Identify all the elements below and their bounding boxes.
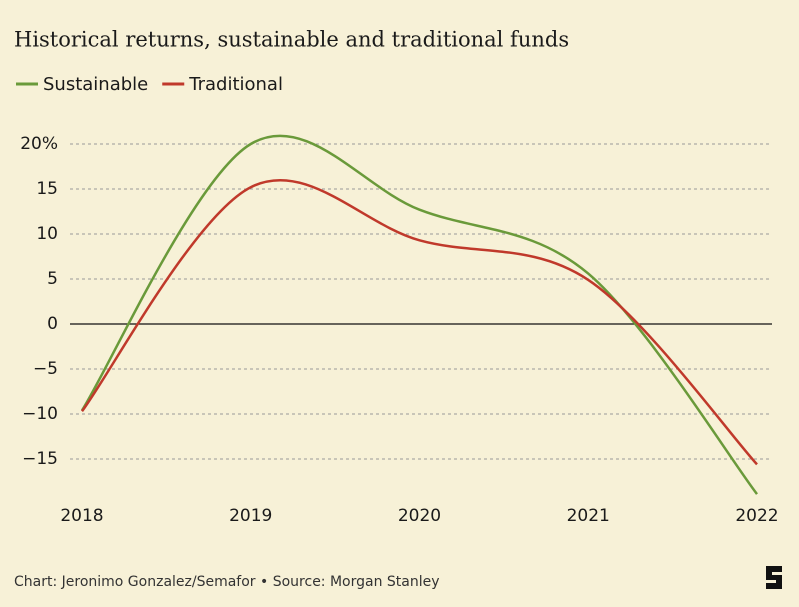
y-tick-label: −15: [22, 449, 58, 469]
x-tick-label: 2018: [60, 506, 103, 526]
chart-title: Historical returns, sustainable and trad…: [14, 28, 569, 52]
legend-label: Sustainable: [43, 74, 148, 95]
x-tick-label: 2021: [567, 506, 610, 526]
y-tick-label: 20%: [20, 134, 58, 154]
legend-label: Traditional: [188, 74, 283, 95]
x-tick-label: 2019: [229, 506, 272, 526]
y-tick-label: 15: [36, 179, 58, 199]
logo: [766, 566, 782, 589]
y-tick-label: 0: [47, 314, 58, 334]
series-line: [80, 134, 758, 495]
y-tick-label: 5: [47, 269, 58, 289]
y-tick-label: −10: [22, 404, 58, 424]
source-note: Chart: Jeronimo Gonzalez/Semafor • Sourc…: [14, 574, 440, 590]
series-line: [81, 179, 758, 466]
y-tick-label: 10: [36, 224, 58, 244]
y-tick-label: −5: [33, 359, 58, 379]
x-tick-label: 2022: [735, 506, 778, 526]
x-tick-label: 2020: [398, 506, 441, 526]
